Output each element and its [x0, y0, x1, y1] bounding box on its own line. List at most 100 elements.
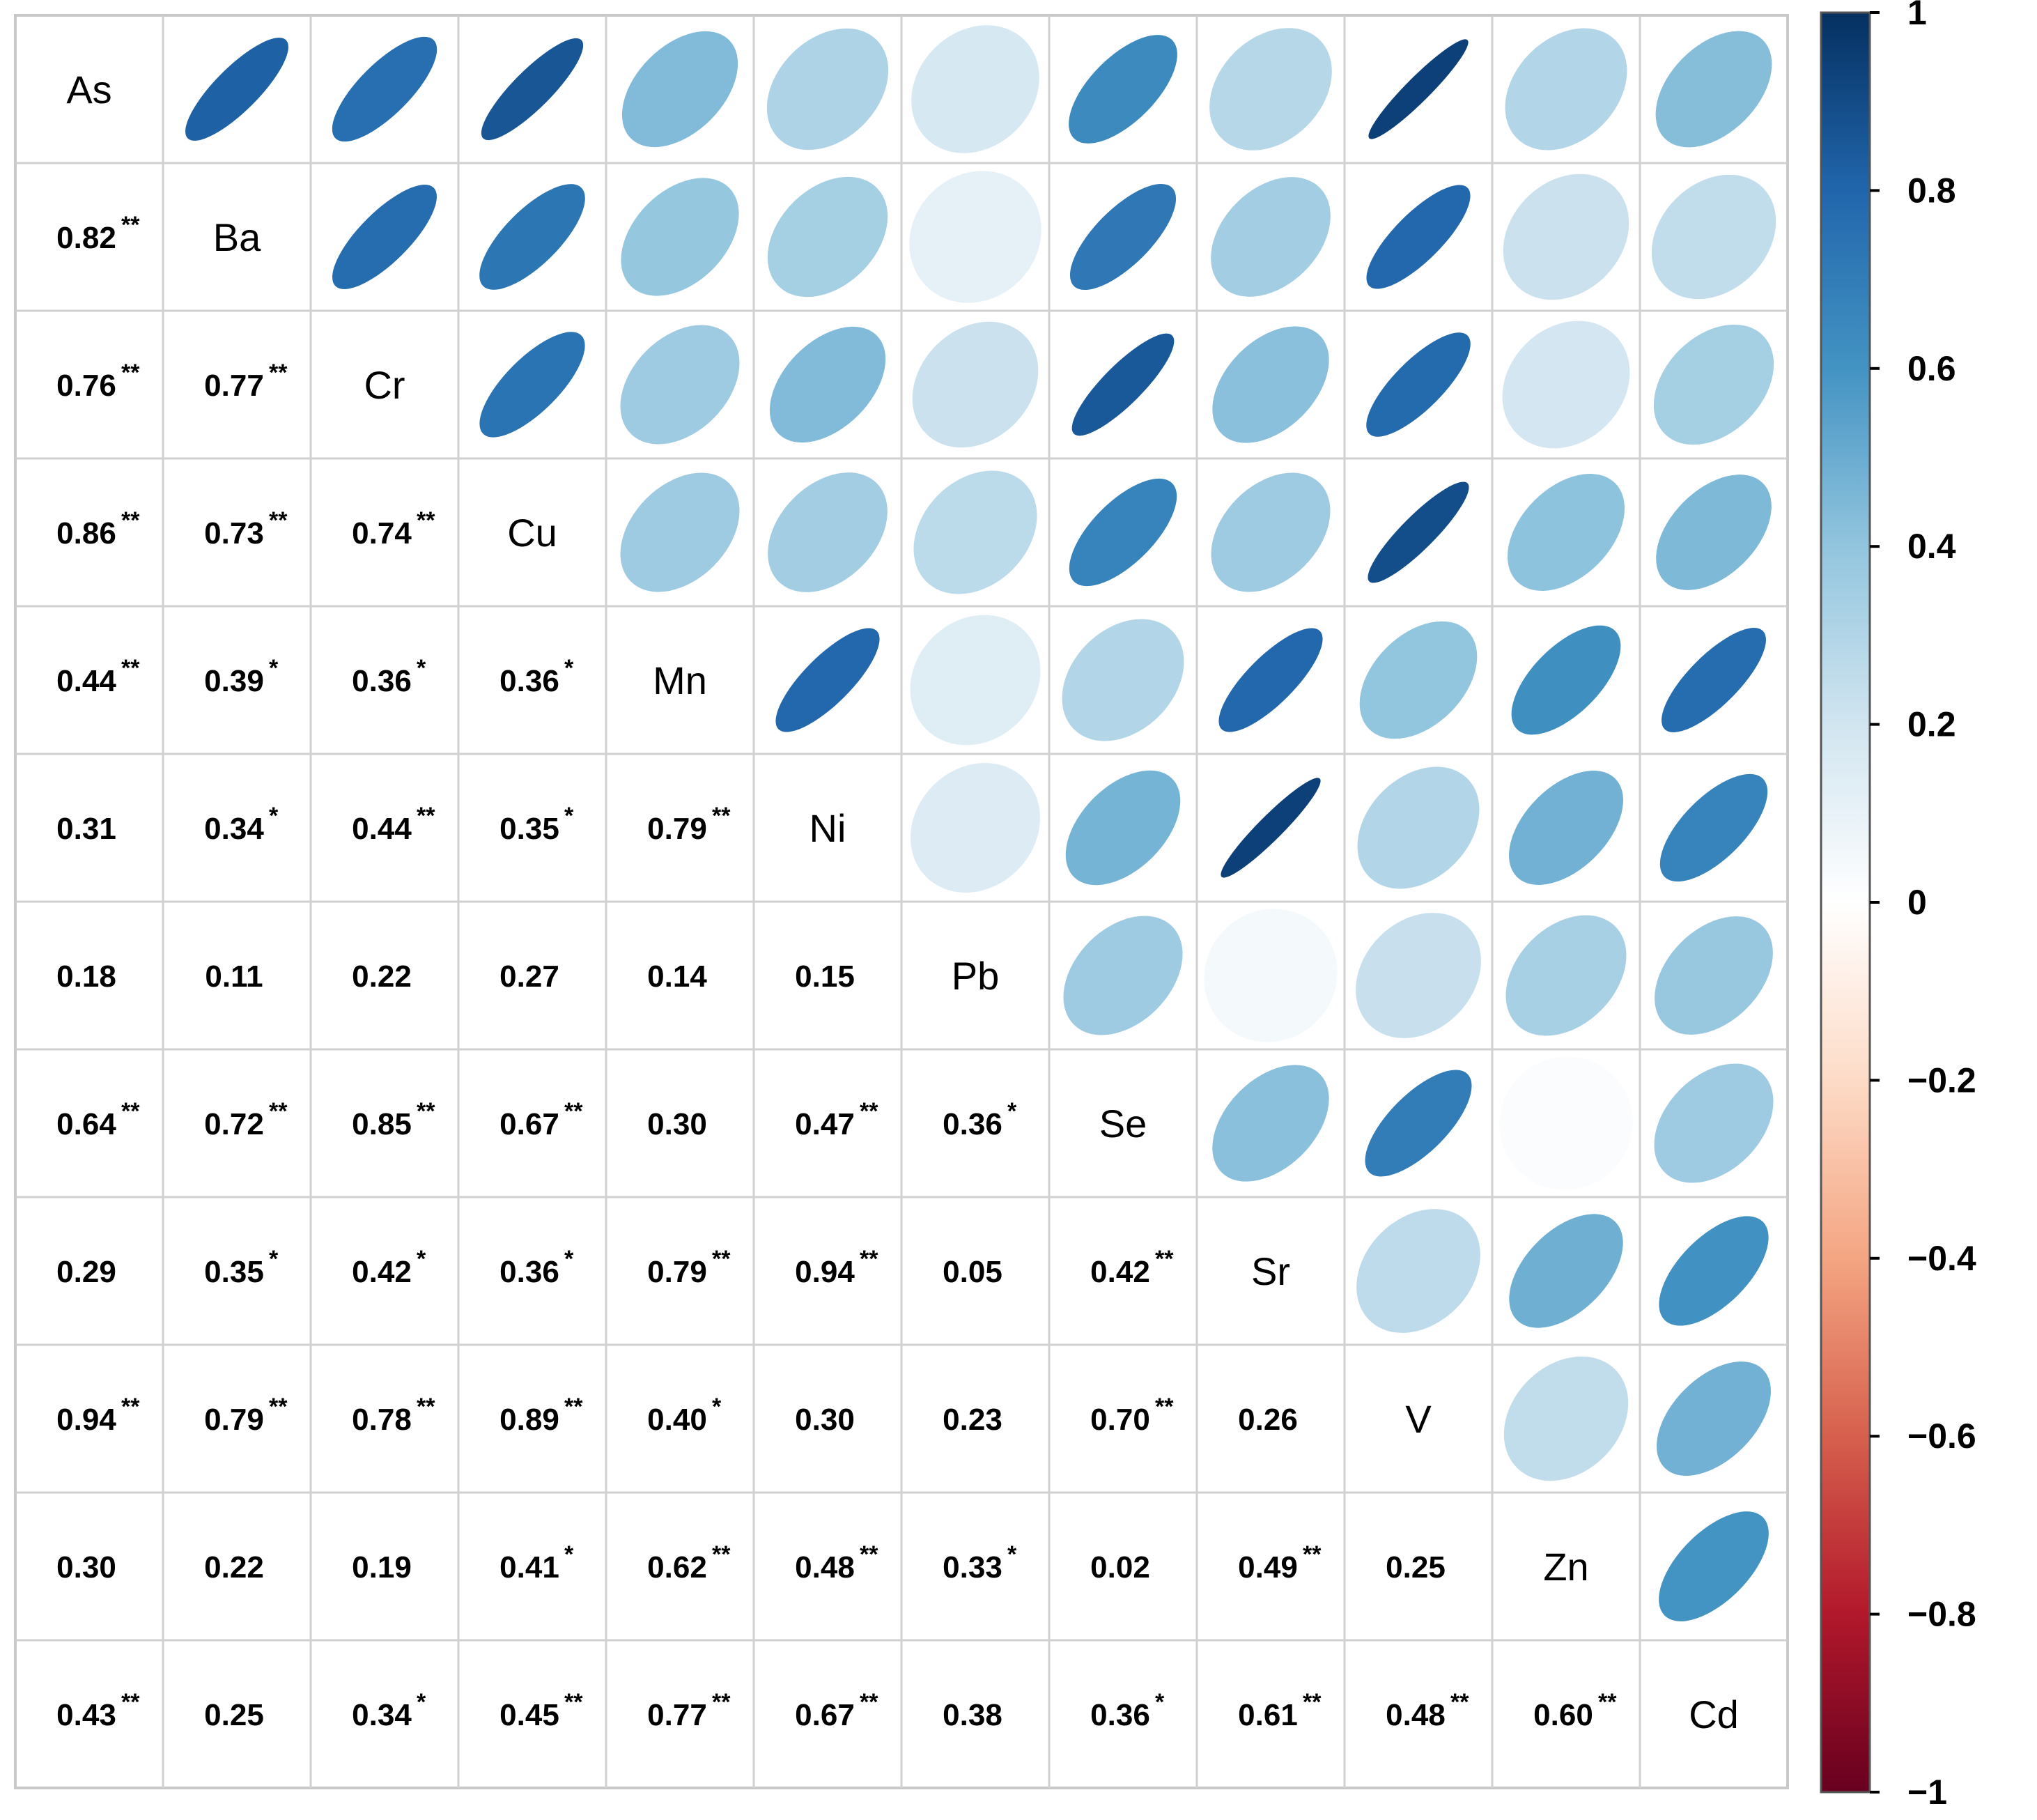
cell-se-ni: 0.47 **: [795, 1098, 878, 1141]
cell-mn-ni: [775, 628, 880, 732]
cell-ni-cu: 0.35 *: [499, 803, 574, 846]
cell-pb-cu: 0.27: [499, 959, 559, 994]
cell-pb-pb: Pb: [952, 954, 1000, 998]
cell-cd-mn: 0.77 **: [647, 1689, 731, 1732]
cell-as-zn: [1505, 28, 1627, 151]
correlation-value: 0.77: [647, 1698, 707, 1732]
cell-cu-ba: 0.73 **: [204, 507, 288, 550]
significance-stars: **: [121, 360, 140, 386]
correlation-ellipse: [621, 31, 738, 148]
correlation-value: 0.36: [1090, 1698, 1150, 1732]
correlation-ellipse: [1654, 1063, 1774, 1183]
cell-ni-cr: 0.44 **: [352, 803, 435, 846]
cell-sr-as: 0.29: [56, 1255, 116, 1289]
cell-as-se: [1069, 35, 1177, 144]
correlation-ellipse: [1211, 472, 1331, 592]
cell-ni-cd: [1659, 773, 1768, 882]
cell-v-zn: [1503, 1356, 1629, 1481]
correlation-ellipse: [1212, 1065, 1329, 1182]
correlation-ellipse: [479, 332, 585, 438]
correlation-ellipse: [481, 38, 584, 141]
cell-sr-pb: 0.05: [943, 1255, 1002, 1289]
cell-mn-pb: [910, 615, 1041, 746]
correlation-value: 0.40: [647, 1403, 707, 1437]
correlation-value: 0.30: [795, 1403, 855, 1437]
colorbar-tick-label: 0.6: [1907, 349, 1956, 388]
cell-cd-zn: 0.60 **: [1533, 1689, 1617, 1732]
cell-se-zn: [1499, 1056, 1633, 1190]
correlation-value: 0.18: [56, 959, 116, 994]
cell-mn-cu: 0.36 *: [499, 655, 574, 698]
significance-stars: *: [417, 655, 426, 681]
cell-ni-ba: 0.34 *: [204, 803, 279, 846]
correlation-value: 0.30: [647, 1107, 707, 1141]
significance-stars: *: [564, 803, 574, 829]
cell-se-v: [1365, 1070, 1472, 1177]
correlation-value: 0.61: [1238, 1698, 1298, 1732]
correlation-ellipse: [911, 25, 1039, 153]
cell-v-sr: 0.26: [1238, 1403, 1298, 1437]
cell-ni-se: [1065, 770, 1181, 886]
correlation-ellipse: [912, 321, 1039, 448]
correlation-value: 0.33: [943, 1550, 1002, 1584]
cell-mn-zn: [1511, 625, 1621, 735]
cell-as-as: As: [66, 68, 111, 111]
variable-label: Cu: [507, 511, 557, 555]
colorbar: 1 0.8 0.6 0.4 0.2 0 −0.2 −0.4 −0.6 −0.8 −1: [1820, 0, 1976, 1812]
correlation-ellipse: [1368, 481, 1469, 583]
cell-ni-sr: [1221, 778, 1321, 878]
cell-cu-as: 0.86 **: [56, 507, 140, 550]
correlation-value: 0.67: [795, 1698, 855, 1732]
cell-as-ba: [185, 38, 288, 141]
significance-stars: *: [564, 655, 574, 681]
colorbar-gradient: [1820, 11, 1871, 1794]
cell-pb-v: [1356, 913, 1481, 1038]
cell-v-ni: 0.30: [795, 1403, 855, 1437]
cell-cd-ni: 0.67 **: [795, 1689, 878, 1732]
cell-pb-zn: [1505, 915, 1627, 1036]
variable-label: Ba: [213, 215, 261, 259]
cell-cr-v: [1366, 332, 1471, 437]
correlation-value: 0.34: [204, 812, 264, 846]
correlation-ellipse: [775, 628, 880, 732]
correlation-value: 0.36: [352, 664, 412, 698]
correlation-value: 0.14: [647, 959, 707, 994]
significance-stars: **: [121, 212, 140, 238]
cell-sr-ni: 0.94 **: [795, 1246, 878, 1289]
significance-stars: **: [269, 1394, 288, 1420]
cell-cd-as: 0.43 **: [56, 1689, 140, 1732]
correlation-value: 0.36: [499, 1255, 559, 1289]
cell-ba-pb: [909, 171, 1041, 303]
cell-pb-ba: 0.11: [205, 959, 263, 994]
cell-sr-v: [1356, 1209, 1480, 1333]
variable-label: Ni: [810, 806, 846, 850]
correlation-ellipse: [1069, 35, 1177, 144]
correlation-ellipse: [1656, 475, 1772, 590]
cell-ba-as: 0.82 **: [56, 212, 140, 255]
correlation-ellipse: [1659, 1216, 1769, 1326]
correlation-ellipse: [1659, 1511, 1769, 1621]
significance-stars: **: [121, 1098, 140, 1125]
correlation-value: 0.79: [204, 1403, 264, 1437]
correlation-ellipse: [1657, 1362, 1771, 1476]
cell-v-as: 0.94 **: [56, 1394, 140, 1437]
cell-pb-mn: 0.14: [647, 959, 707, 994]
correlation-value: 0.77: [204, 369, 264, 403]
significance-stars: **: [1155, 1394, 1174, 1420]
correlation-ellipse: [1069, 478, 1177, 587]
significance-stars: *: [417, 1689, 426, 1715]
cell-se-pb: 0.36 *: [943, 1098, 1017, 1141]
correlation-ellipse: [332, 185, 437, 289]
significance-stars: **: [1450, 1689, 1469, 1715]
cell-ni-ni: Ni: [810, 806, 846, 850]
correlation-value: 0.15: [795, 959, 855, 994]
cell-cr-zn: [1502, 321, 1630, 449]
colorbar-tick-label: −0.6: [1907, 1417, 1976, 1456]
cell-v-pb: 0.23: [943, 1403, 1002, 1437]
cell-cu-pb: [913, 470, 1037, 594]
correlation-value: 0.29: [56, 1255, 116, 1289]
cell-cr-cr: Cr: [364, 363, 405, 407]
cell-cr-as: 0.76 **: [56, 360, 140, 403]
cell-v-cu: 0.89 **: [499, 1394, 583, 1437]
variable-label: Zn: [1543, 1545, 1588, 1589]
